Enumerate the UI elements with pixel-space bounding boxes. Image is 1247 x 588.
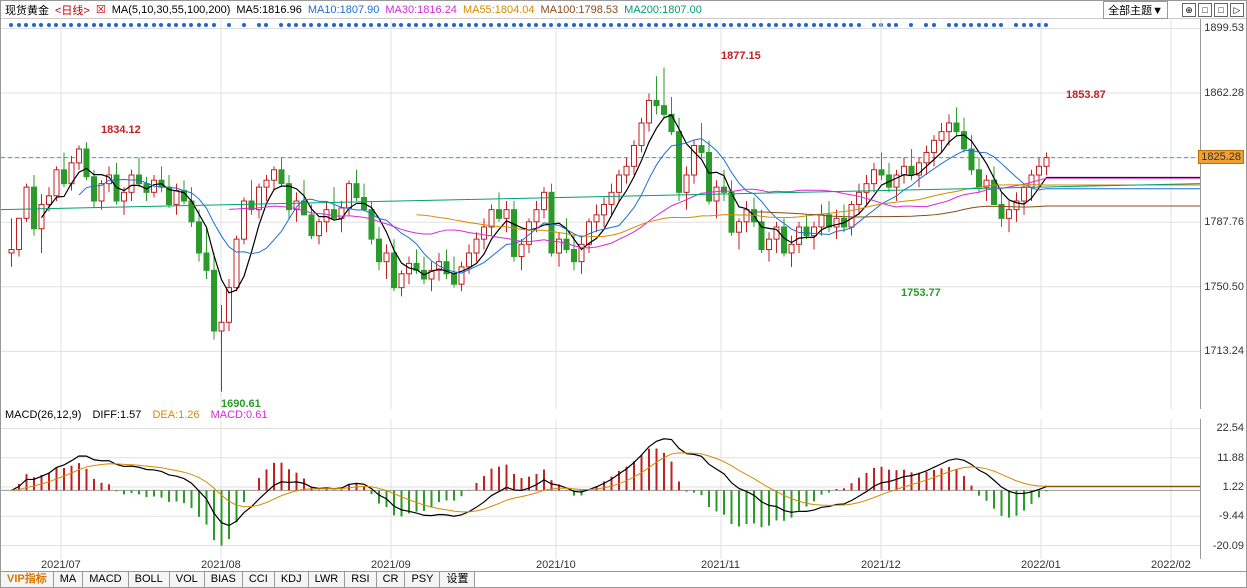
ma-value: MA5:1816.96 [236,4,301,16]
ma-value: MA100:1798.53 [541,4,619,16]
indicator-tab[interactable]: BIAS [205,572,243,587]
xaxis-tick: 2021/11 [701,559,740,571]
xaxis-tick: 2021/09 [371,559,411,571]
xaxis-tick: 2021/07 [41,559,81,571]
indicator-tab[interactable]: BOLL [129,572,170,587]
ma-value: MA30:1816.24 [385,4,457,16]
indicator-tab[interactable]: VOL [170,572,205,587]
top-bar: 现货黄金 <日线> ☒ MA(5,10,30,55,100,200) MA5:1… [1,1,1246,19]
price-chart[interactable] [1,19,1246,409]
indicator-tabs: VIP指标MAMACDBOLLVOLBIASCCIKDJLWRRSICRPSY设… [1,571,1246,587]
current-price-tag: 1825.28 [1198,150,1244,164]
xaxis-tick: 2021/10 [536,559,576,571]
indicator-tab[interactable]: RSI [345,572,376,587]
xaxis-tick: 2022/02 [1151,559,1191,571]
tab-vip[interactable]: VIP指标 [1,572,54,587]
indicator-tab[interactable]: PSY [405,572,440,587]
macd-yaxis-tick: 11.88 [1217,452,1244,464]
yaxis-tick: 1787.76 [1204,216,1244,228]
close-icon[interactable]: ☒ [96,3,106,16]
macd-yaxis-tick: 22.54 [1216,422,1244,434]
price-annotation: 1853.87 [1066,89,1106,101]
price-annotation: 1690.61 [221,398,261,410]
price-annotation: 1753.77 [901,287,941,299]
price-annotation: 1834.12 [101,124,141,136]
indicator-tab[interactable]: CCI [243,572,275,587]
indicator-tab[interactable]: MACD [83,572,128,587]
tool-icon-4[interactable]: ▷ [1230,3,1244,17]
price-annotation: 1877.15 [721,50,761,62]
xaxis-tick: 2022/01 [1021,559,1061,571]
indicator-tab[interactable]: CR [377,572,406,587]
ma-params-label: MA(5,10,30,55,100,200) [112,4,231,16]
yaxis-tick: 1750.50 [1204,281,1244,293]
tool-icon-1[interactable]: ⊕ [1182,3,1196,17]
indicator-tab[interactable]: MA [54,572,84,587]
indicator-tab[interactable]: 设置 [440,572,475,587]
xaxis-tick: 2021/08 [201,559,241,571]
ma-value: MA200:1807.00 [624,4,702,16]
tool-icon-3[interactable]: □ [1214,3,1228,17]
price-yaxis: 1899.531862.281825.021787.761750.501713.… [1200,19,1246,409]
yaxis-tick: 1862.28 [1204,87,1244,99]
toolbar-icons: ⊕ □ □ ▷ [1182,3,1244,17]
macd-yaxis: 22.54 11.88 1.22 -9.44 -20.09 [1200,419,1246,559]
yaxis-tick: 1899.53 [1204,22,1244,34]
macd-yaxis-tick: 1.22 [1223,481,1244,493]
xaxis-tick: 2021/12 [861,559,901,571]
instrument-title: 现货黄金 [5,2,49,18]
ma-value: MA10:1807.90 [308,4,380,16]
chart-container: 现货黄金 <日线> ☒ MA(5,10,30,55,100,200) MA5:1… [0,0,1247,588]
indicator-tab[interactable]: KDJ [275,572,309,587]
macd-chart[interactable] [1,419,1246,559]
tool-icon-2[interactable]: □ [1198,3,1212,17]
macd-yaxis-tick: -20.09 [1213,540,1244,552]
indicator-tab[interactable]: LWR [309,572,346,587]
ma-value: MA55:1804.04 [463,4,535,16]
macd-yaxis-tick: -9.44 [1219,510,1244,522]
theme-dropdown[interactable]: 全部主题▼ [1103,1,1168,19]
interval-label: <日线> [55,2,90,18]
yaxis-tick: 1713.24 [1204,345,1244,357]
